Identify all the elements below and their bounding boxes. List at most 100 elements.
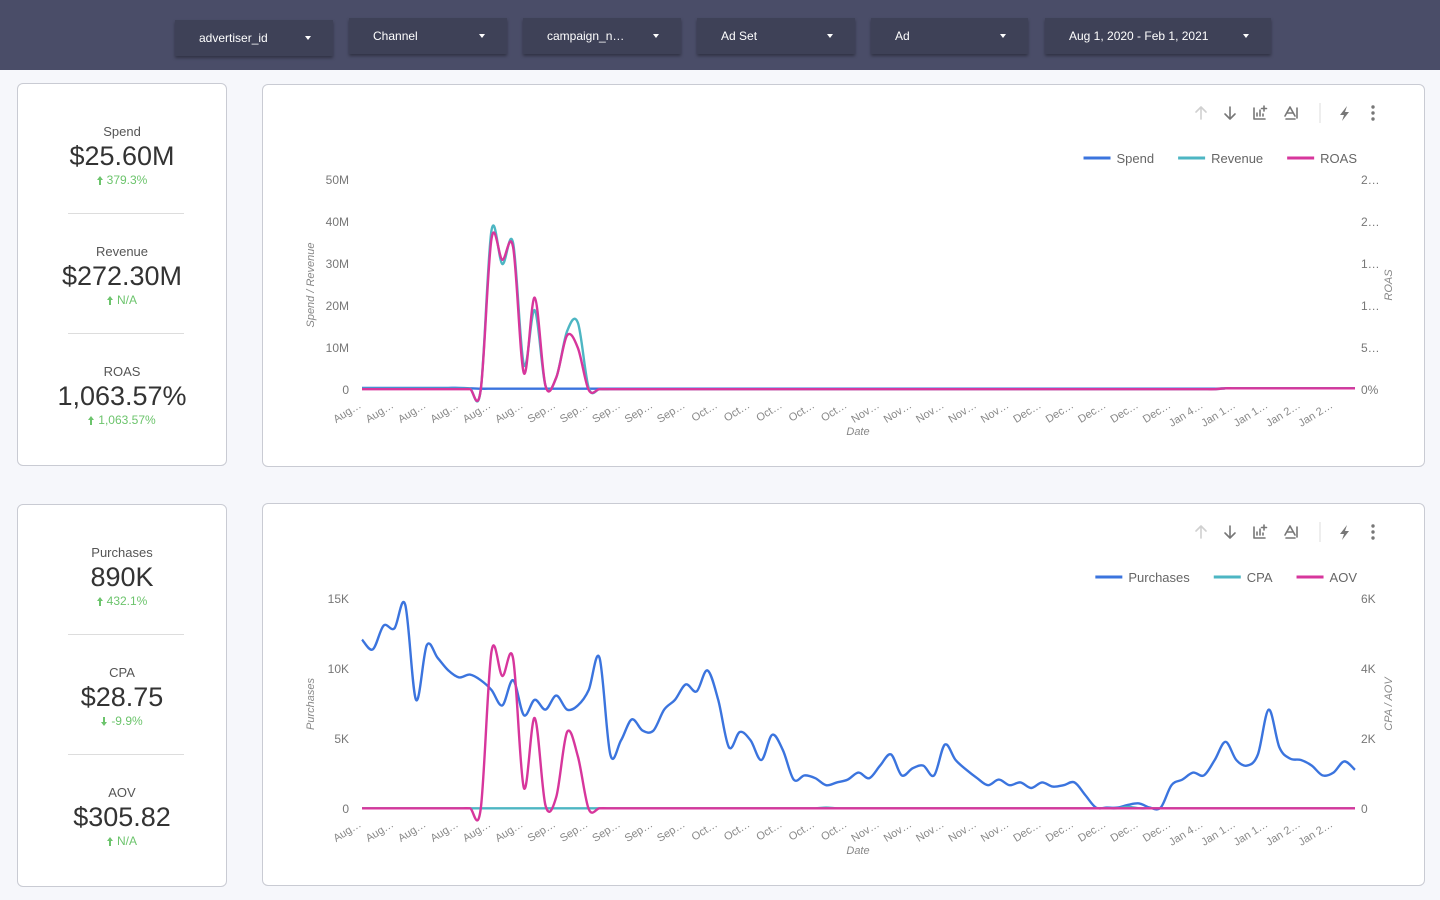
x-tick-label: Nov… [882,818,914,844]
x-tick-label: Nov… [914,818,946,844]
x-tick-label: Nov… [979,399,1011,425]
kpi-value: 890K [90,562,154,592]
more-dot [1371,536,1375,540]
y-tick-label: 10K [328,662,349,676]
x-tick-label: Jan 4… [1167,818,1206,848]
more-dot [1371,530,1375,534]
kpi-change: N/A [18,833,226,849]
sort-icon [1284,106,1298,120]
y-tick-label: 15K [328,592,349,606]
x-tick-label: Oct… [690,818,720,843]
kpi-value: $272.30M [61,261,183,291]
trend-arrow [106,296,113,305]
y-tick-label: 10M [326,341,349,355]
more-dot [1371,524,1375,528]
y2-tick-label: 2… [1361,173,1380,187]
x-tick-label: Oct… [722,399,752,424]
kpi-change-value: -9.9% [111,714,143,728]
kpi-metric: Purchases 890K 432.1% [18,545,226,609]
filter-label: campaign_n… [547,29,625,43]
legend-label: AOV [1330,570,1358,585]
x-tick-label: Aug… [364,818,396,844]
filter-dropdown[interactable]: advertiser_id [175,20,333,56]
x-tick-label: Aug… [461,818,493,844]
y2-tick-label: 1… [1361,257,1380,271]
kpi-label: CPA [109,665,135,680]
kpi-change-value: N/A [116,834,137,848]
x-tick-label: Sep… [590,818,622,844]
filter-dropdown[interactable]: Channel [349,18,507,54]
y-tick-label: 0 [342,802,349,816]
separator [68,213,184,214]
x-tick-label: Sep… [558,818,590,844]
kpi-value: $28.75 [80,682,164,712]
filter-dropdown[interactable]: Ad [871,18,1028,54]
x-tick-label: Oct… [787,399,817,424]
x-tick-label: Sep… [526,399,558,425]
y2-tick-label: 5… [1361,341,1380,355]
x-tick-label: Oct… [819,399,849,424]
x-tick-label: Oct… [787,818,817,843]
kpi-metric: ROAS 1,063.57% 1,063.57% [18,364,226,428]
x-tick-label: Aug… [396,818,428,844]
separator [68,754,184,755]
x-tick-label: Jan 2… [1296,818,1335,848]
x-tick-label: Aug… [493,399,525,425]
arrow-shape [96,597,103,606]
x-axis-title: Date [846,426,869,438]
x-tick-label: Sep… [623,399,655,425]
chart-toolbar [1195,103,1375,123]
y2-tick-label: 1… [1361,299,1380,313]
kpi-label: ROAS [103,364,141,379]
sort-ascending-icon [1195,525,1207,539]
x-tick-label: Aug… [331,818,363,844]
x-tick-label: Jan 4… [1167,399,1206,429]
x-tick-label: Jan 2… [1296,399,1335,429]
chart-toolbar [1195,522,1375,542]
x-tick-label: Dec… [1108,818,1140,844]
trend-arrow [88,416,95,425]
x-tick-label: Aug… [331,399,363,425]
x-tick-label: Dec… [1108,399,1140,425]
x-tick-label: Dec… [1011,818,1043,844]
chart-card: 0 5K 10K 15K 0 2K 4K 6K Aug… Aug… Aug… Aug… Aug… Aug…… [262,503,1425,886]
legend: ROAS Revenue Spend [1083,151,1357,166]
x-tick-label: Sep… [526,818,558,844]
y2-tick-label: 2K [1361,732,1376,746]
x-tick-label: Dec… [1011,399,1043,425]
more-dot [1371,117,1375,121]
arrow-shape [106,296,113,305]
kpi-change: 379.3% [18,172,226,188]
arrow-shape [88,416,95,425]
trend-arrow [106,837,113,846]
x-tick-label: Nov… [882,399,914,425]
series-line [362,231,1355,403]
x-tick-label: Dec… [1076,399,1108,425]
filter-label: advertiser_id [199,31,268,45]
filter-dropdown[interactable]: Aug 1, 2020 - Feb 1, 2021 [1045,18,1271,54]
x-tick-label: Oct… [690,399,720,424]
sort-descending-icon [1224,525,1236,539]
legend-label: Purchases [1128,570,1190,585]
x-tick-label: Sep… [558,399,590,425]
caret [1243,34,1249,38]
filter-dropdown[interactable]: Ad Set [697,18,855,54]
kpi-change: -9.9% [18,713,226,729]
filter-label: Ad Set [721,29,758,43]
filter-label: Ad [895,29,910,43]
x-tick-label: Aug… [396,399,428,425]
x-tick-label: Jan 1… [1232,399,1271,429]
arrow-shape [96,176,103,185]
kpi-change: N/A [18,292,226,308]
trend-arrow [96,597,103,606]
x-tick-label: Sep… [623,818,655,844]
separator [68,333,184,334]
drill-icon [1253,524,1268,539]
x-tick-label: Dec… [1044,818,1076,844]
caret [479,34,485,38]
filter-dropdown[interactable]: campaign_n… [523,18,681,54]
x-tick-label: Dec… [1044,399,1076,425]
x-tick-label: Nov… [849,818,881,844]
